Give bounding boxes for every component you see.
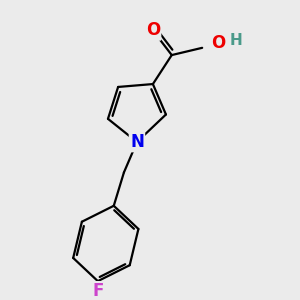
Text: H: H <box>229 33 242 48</box>
Text: O: O <box>211 34 225 52</box>
Text: N: N <box>130 133 144 151</box>
Text: O: O <box>146 21 160 39</box>
Text: F: F <box>92 282 103 300</box>
